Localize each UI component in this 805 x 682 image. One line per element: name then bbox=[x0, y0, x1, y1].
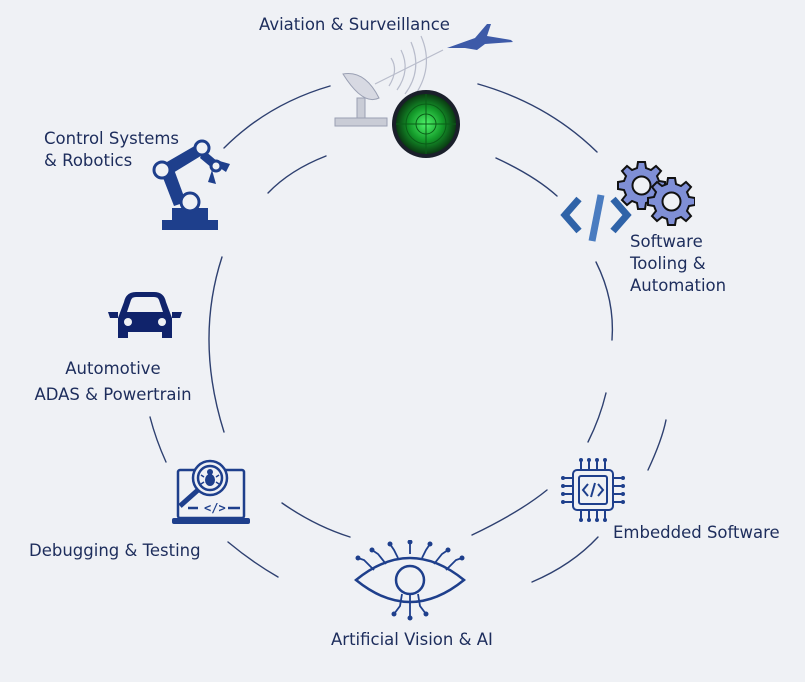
chip-icon bbox=[561, 458, 625, 522]
aviation-label: Aviation & Surveillance bbox=[259, 15, 450, 34]
code-gears-icon bbox=[560, 161, 695, 242]
vision-label: Artificial Vision & AI bbox=[331, 630, 493, 649]
control-label-line-1: Control Systems bbox=[44, 129, 180, 148]
automotive-label: Automotive ADAS & Powertrain bbox=[30, 356, 196, 408]
outer-arc-top-right bbox=[477, 83, 598, 153]
outer-arc-right bbox=[647, 419, 667, 471]
robot-arm-icon bbox=[152, 139, 230, 230]
software-label-line-3: Automation bbox=[630, 276, 727, 295]
inner-arc-right bbox=[595, 261, 614, 341]
radar-jet-icon bbox=[334, 24, 513, 158]
automotive-label-line-2: ADAS & Powertrain bbox=[34, 385, 192, 404]
inner-arc-top-left bbox=[267, 155, 327, 194]
embedded-label: Embedded Software bbox=[613, 523, 780, 542]
inner-arc-top-right bbox=[495, 157, 558, 197]
outer-arc-top-left bbox=[223, 85, 331, 149]
debugging-label: Debugging & Testing bbox=[29, 541, 201, 560]
svg-text:</>: </> bbox=[204, 501, 226, 515]
software-label-line-1: Software bbox=[630, 232, 703, 251]
eye-circuit-icon bbox=[354, 540, 466, 621]
inner-arc-right-lower bbox=[587, 392, 607, 443]
inner-arc-bottom-left bbox=[281, 502, 351, 538]
software-label: Software Tooling & Automation bbox=[630, 231, 726, 297]
laptop-bug-icon: </> bbox=[172, 459, 250, 524]
control-label-line-2: & Robotics bbox=[44, 151, 133, 170]
jet-icon bbox=[447, 24, 513, 50]
inner-arc-bottom-right bbox=[471, 489, 548, 536]
software-label-line-2: Tooling & bbox=[630, 254, 706, 273]
car-icon bbox=[108, 292, 182, 338]
outer-arc-left bbox=[149, 416, 167, 463]
automotive-label-line-1: Automotive bbox=[65, 359, 161, 378]
outer-arc-bottom-left bbox=[227, 541, 279, 578]
outer-arc-bottom-right bbox=[531, 536, 599, 583]
control-label: Control Systems & Robotics bbox=[44, 128, 179, 172]
inner-arc-left bbox=[208, 256, 225, 433]
